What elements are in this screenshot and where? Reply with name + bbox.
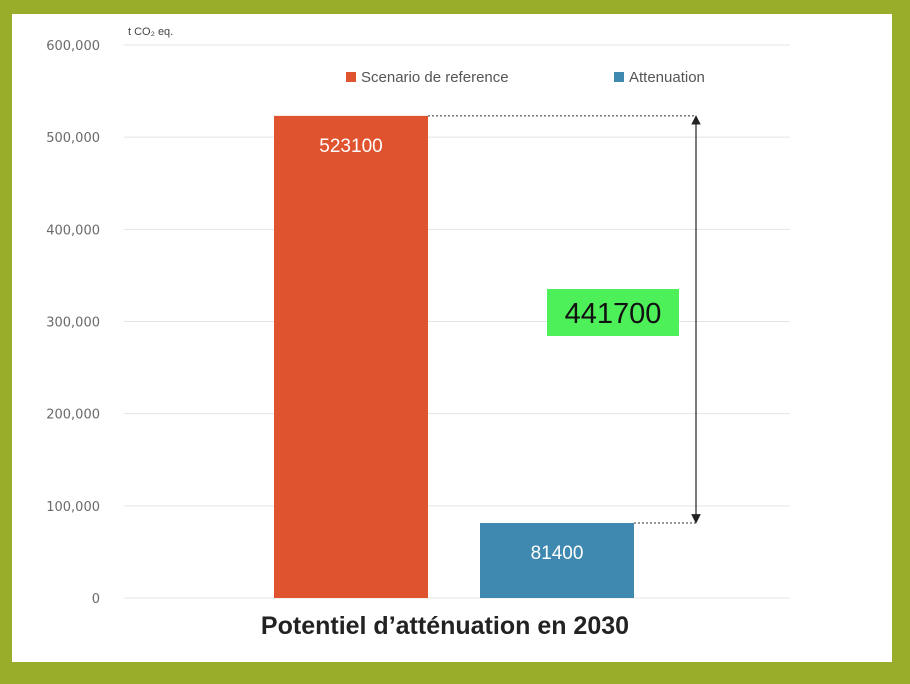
y-tick-label: 300,000: [46, 316, 100, 331]
legend-label: Scenario de reference: [361, 69, 509, 86]
legend-swatch: [346, 72, 356, 82]
y-tick-label: 600,000: [46, 39, 100, 54]
difference-annotation: 441700: [428, 115, 701, 524]
bar-attenuation: [480, 522, 634, 598]
chart-title: Potentiel d’atténuation en 2030: [261, 612, 629, 640]
y-tick-label: 400,000: [46, 223, 100, 238]
difference-label-box: [547, 289, 679, 336]
bar-label-attenuation: 81400: [531, 543, 584, 564]
y-axis-unit-label: t CO₂ eq.: [128, 26, 173, 38]
y-tick-label: 0: [92, 592, 100, 607]
legend: Scenario de reference Attenuation: [346, 69, 705, 86]
y-tick-label: 100,000: [46, 500, 100, 515]
legend-swatch: [614, 72, 624, 82]
y-tick-label: 200,000: [46, 408, 100, 423]
y-axis-ticks: 0 100,000 200,000 300,000 400,000 500,000 600,…: [46, 39, 100, 607]
bar-chart: 0 100,000 200,000 300,000 400,000 500,000 600,…: [46, 26, 790, 640]
bars: 523100 81400: [274, 115, 634, 599]
bar-label-scenario-reference: 523100: [319, 136, 382, 157]
chart-panel: 0 100,000 200,000 300,000 400,000 500,000 600,…: [12, 14, 892, 662]
legend-label: Attenuation: [629, 69, 705, 86]
gridlines: [124, 44, 790, 599]
difference-label: 441700: [565, 298, 662, 330]
bar-scenario-reference: [274, 115, 428, 599]
y-tick-label: 500,000: [46, 131, 100, 146]
